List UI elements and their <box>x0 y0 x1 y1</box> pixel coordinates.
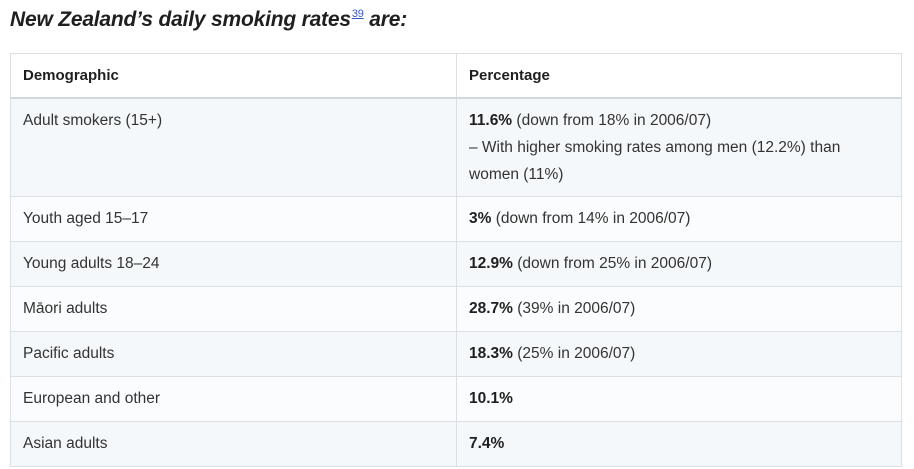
percentage-value: 11.6% <box>469 112 513 129</box>
column-header-demographic: Demographic <box>10 53 457 99</box>
table-row: European and other 10.1% <box>10 376 902 422</box>
percentage-value: 10.1% <box>469 390 513 407</box>
demographic-cell: Youth aged 15–17 <box>10 196 457 242</box>
percentage-cell: 7.4% <box>456 421 902 467</box>
percentage-detail: (down from 25% in 2006/07) <box>512 255 712 272</box>
percentage-detail: (down from 14% in 2006/07) <box>491 210 691 227</box>
percentage-cell: 28.7% (39% in 2006/07) <box>456 286 902 332</box>
table-row: Pacific adults 18.3% (25% in 2006/07) <box>10 331 902 377</box>
table-row: Youth aged 15–17 3% (down from 14% in 20… <box>10 196 902 242</box>
percentage-cell: 10.1% <box>456 376 902 422</box>
heading-text: New Zealand’s daily smoking rates <box>10 8 351 31</box>
demographic-cell: Asian adults <box>10 421 457 467</box>
table-row: Asian adults 7.4% <box>10 421 902 467</box>
demographic-cell: Pacific adults <box>10 331 457 377</box>
percentage-value: 7.4% <box>469 435 505 452</box>
percentage-value: 28.7% <box>469 300 513 317</box>
table-row: Adult smokers (15+) 11.6% (down from 18%… <box>10 97 902 197</box>
smoking-rates-table: Demographic Percentage Adult smokers (15… <box>10 53 902 467</box>
demographic-cell: European and other <box>10 376 457 422</box>
percentage-cell: 11.6% (down from 18% in 2006/07) – With h… <box>456 97 902 197</box>
table-row: Māori adults 28.7% (39% in 2006/07) <box>10 286 902 332</box>
percentage-cell: 18.3% (25% in 2006/07) <box>456 331 902 377</box>
heading-suffix: are: <box>363 8 408 31</box>
percentage-detail: (25% in 2006/07) <box>512 345 636 362</box>
percentage-cell: 12.9% (down from 25% in 2006/07) <box>456 241 902 287</box>
percentage-cell: 3% (down from 14% in 2006/07) <box>456 196 902 242</box>
percentage-value: 12.9% <box>469 255 513 272</box>
table-row: Young adults 18–24 12.9% (down from 25% … <box>10 241 902 287</box>
percentage-note: – With higher smoking rates among men (1… <box>469 139 841 183</box>
percentage-value: 18.3% <box>469 345 513 362</box>
percentage-detail: (39% in 2006/07) <box>512 300 636 317</box>
table-header-row: Demographic Percentage <box>10 53 902 99</box>
demographic-cell: Māori adults <box>10 286 457 332</box>
demographic-cell: Adult smokers (15+) <box>10 97 457 197</box>
percentage-value: 3% <box>469 210 492 227</box>
column-header-percentage: Percentage <box>456 53 902 99</box>
demographic-cell: Young adults 18–24 <box>10 241 457 287</box>
page-heading: New Zealand’s daily smoking rates39 are: <box>10 8 407 32</box>
percentage-detail: (down from 18% in 2006/07) <box>512 112 712 129</box>
footnote-link[interactable]: 39 <box>351 8 364 20</box>
